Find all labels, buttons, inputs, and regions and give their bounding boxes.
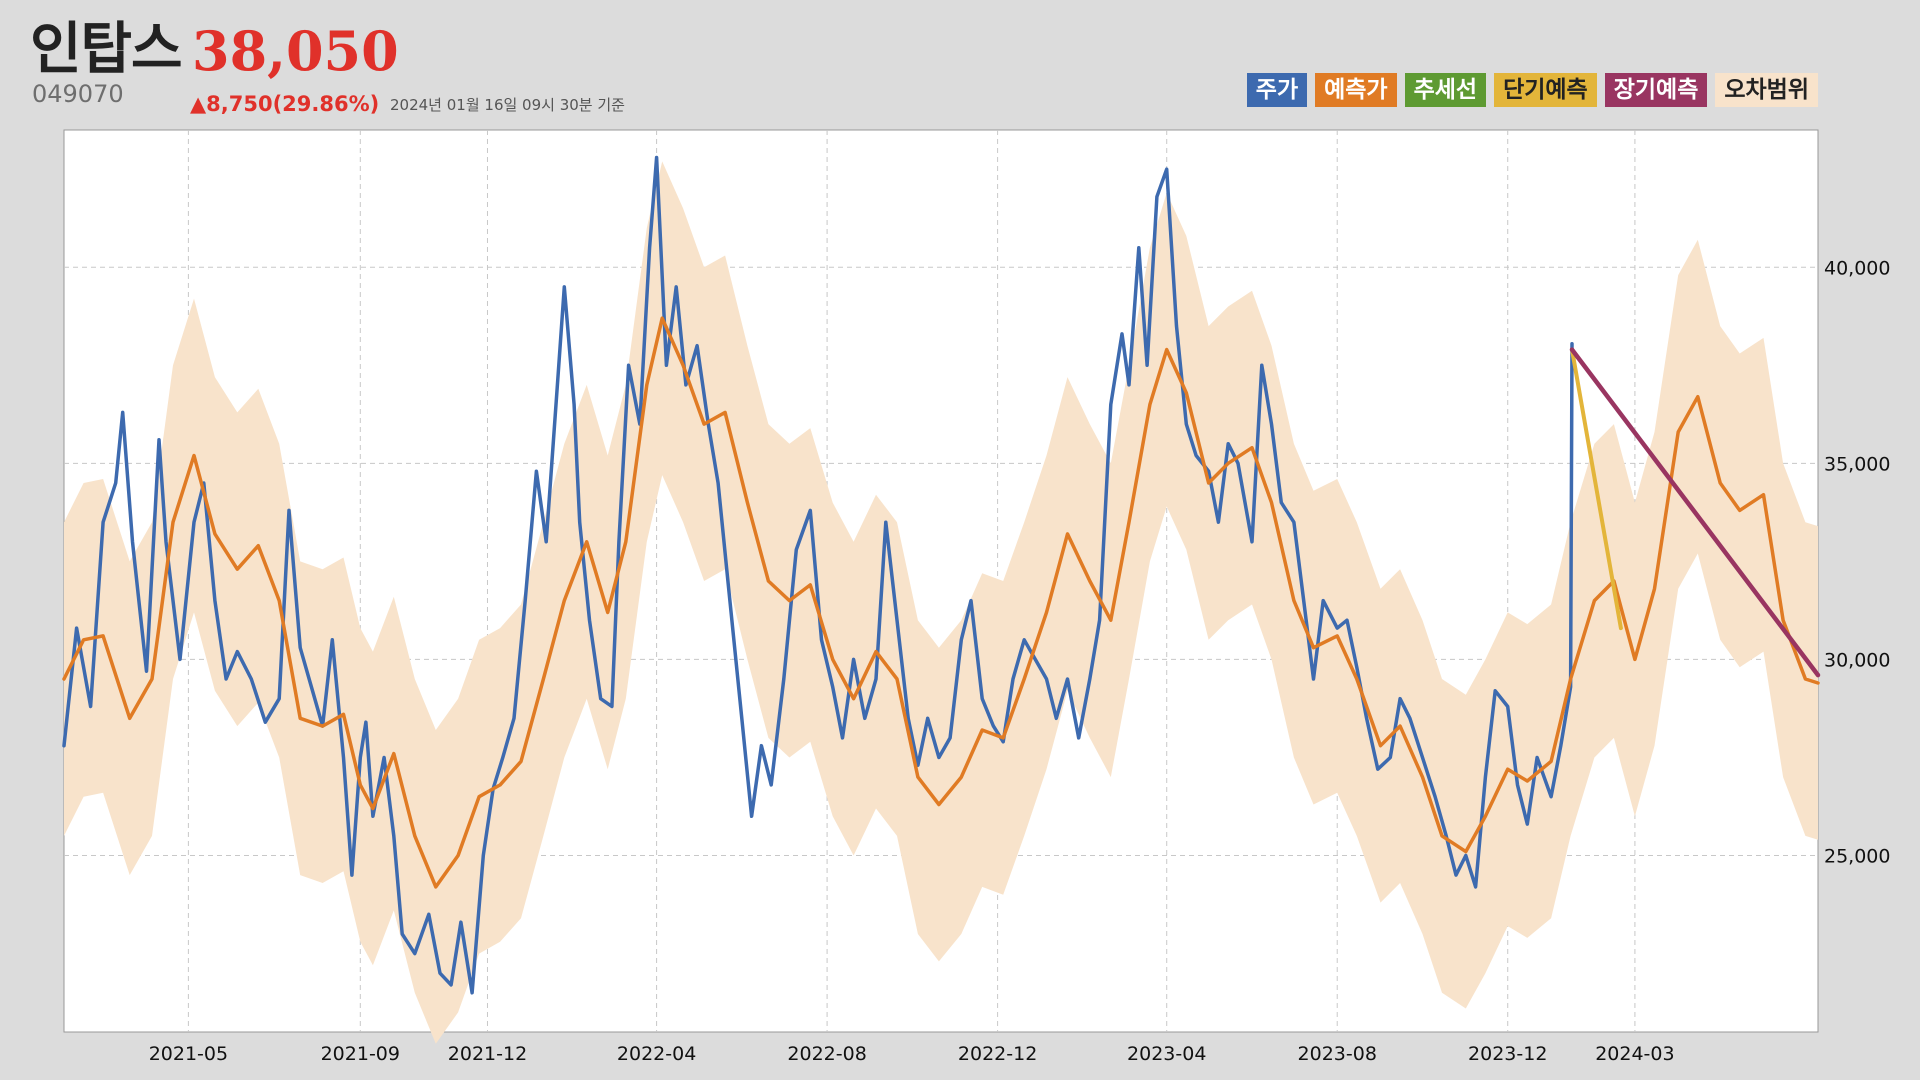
x-tick-label: 2023-04 [1127, 1043, 1206, 1065]
legend-item-price[interactable]: 주가 [1246, 73, 1308, 107]
y-tick-label: 30,000 [1824, 649, 1890, 671]
x-tick-label: 2022-08 [787, 1043, 866, 1065]
short-term-forecast-line [1570, 347, 1623, 631]
legend-item-long-term[interactable]: 장기예측 [1604, 73, 1708, 107]
x-tick-label: 2022-04 [617, 1043, 696, 1065]
legend: 주가 예측가 추세선 단기예측 장기예측 오차범위 [1246, 73, 1818, 107]
forecast-line [62, 316, 1820, 889]
x-tick-label: 2022-12 [958, 1043, 1037, 1065]
timestamp: 2024년 01월 16일 09시 30분 기준 [390, 96, 625, 114]
y-tick-label: 40,000 [1824, 257, 1890, 279]
series-lines [62, 155, 1821, 995]
price-line [62, 155, 1574, 995]
error-band [64, 161, 1818, 1044]
stock-name: 인탑스 [30, 17, 183, 82]
legend-item-error-band[interactable]: 오차범위 [1715, 73, 1818, 107]
y-tick-label: 35,000 [1824, 453, 1890, 475]
current-price: 38,050 [192, 19, 399, 83]
legend-item-short-term[interactable]: 단기예측 [1494, 73, 1597, 107]
x-tick-label: 2023-08 [1298, 1043, 1377, 1065]
x-tick-label: 2023-12 [1468, 1043, 1547, 1065]
x-tick-label: 2021-09 [321, 1043, 400, 1065]
x-tick-label: 2024-03 [1595, 1043, 1674, 1065]
x-tick-label: 2021-12 [448, 1043, 527, 1065]
legend-item-trend[interactable]: 추세선 [1404, 73, 1487, 107]
stock-code: 049070 [32, 80, 124, 108]
price-change: ▲8,750(29.86%) [190, 92, 380, 116]
long-term-forecast-line [1569, 347, 1821, 678]
x-axis: 2021-05 2021-09 2021-12 2022-04 2022-08 2022-… [149, 1043, 1675, 1065]
y-tick-label: 25,000 [1824, 846, 1890, 868]
legend-item-forecast[interactable]: 예측가 [1315, 73, 1397, 107]
x-tick-label: 2021-05 [149, 1043, 228, 1065]
error-band-area [64, 161, 1818, 1044]
y-axis: 25,000 30,000 35,000 40,000 [1824, 257, 1890, 867]
